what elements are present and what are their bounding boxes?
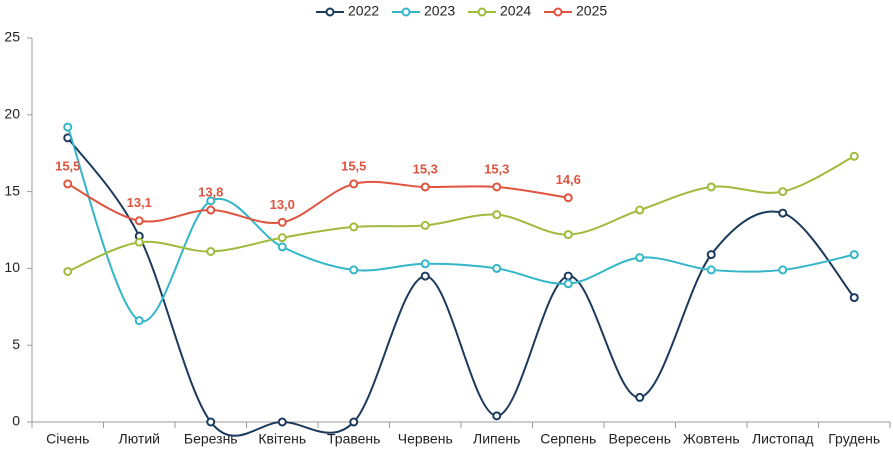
y-tick-label: 20 — [4, 106, 20, 122]
marker — [63, 122, 73, 132]
x-tick-label: Травень — [327, 431, 380, 447]
x-tick-label: Лютий — [119, 431, 160, 447]
data-label: 15,5 — [341, 158, 366, 173]
x-tick-label: Червень — [398, 431, 453, 447]
legend-label: 2023 — [424, 3, 455, 19]
marker — [420, 220, 430, 230]
x-tick-label: Жовтень — [683, 431, 740, 447]
data-label: 13,0 — [270, 197, 295, 212]
legend-marker — [401, 7, 411, 17]
marker — [778, 208, 788, 218]
y-tick-label: 0 — [12, 413, 20, 429]
marker — [635, 392, 645, 402]
data-label: 13,1 — [127, 195, 152, 210]
marker — [134, 237, 144, 247]
marker — [206, 247, 216, 257]
marker — [563, 279, 573, 289]
legend-marker — [553, 7, 563, 17]
y-tick-label: 5 — [12, 336, 20, 352]
x-tick-label: Вересень — [608, 431, 671, 447]
marker — [277, 217, 287, 227]
marker — [349, 179, 359, 189]
marker — [778, 265, 788, 275]
marker — [349, 222, 359, 232]
marker — [420, 182, 430, 192]
series-line — [66, 126, 855, 323]
series-line — [66, 137, 856, 437]
marker — [563, 193, 573, 203]
marker — [706, 250, 716, 260]
marker — [563, 230, 573, 240]
x-tick-label: Грудень — [828, 431, 880, 447]
data-label: 15,3 — [484, 161, 509, 176]
marker — [849, 250, 859, 260]
legend-label: 2024 — [500, 3, 531, 19]
x-tick-label: Серпень — [540, 431, 596, 447]
x-tick-label: Липень — [473, 431, 520, 447]
series-line — [67, 155, 855, 273]
legend-marker — [325, 7, 335, 17]
marker — [134, 216, 144, 226]
marker — [492, 411, 502, 421]
data-label: 14,6 — [556, 172, 581, 187]
marker — [635, 253, 645, 263]
x-tick-label: Квітень — [258, 431, 306, 447]
legend-label: 2025 — [576, 3, 607, 19]
marker — [778, 187, 788, 197]
marker — [849, 293, 859, 303]
marker — [206, 417, 216, 427]
marker — [134, 316, 144, 326]
legend-label: 2022 — [348, 3, 379, 19]
marker — [277, 417, 287, 427]
x-tick-label: Листопад — [752, 431, 814, 447]
marker — [849, 151, 859, 161]
marker — [492, 263, 502, 273]
marker — [349, 417, 359, 427]
x-tick-label: Січень — [46, 431, 89, 447]
x-tick-label: Березнь — [184, 431, 238, 447]
marker — [206, 205, 216, 215]
marker — [492, 182, 502, 192]
y-tick-label: 15 — [4, 182, 20, 198]
data-label: 13,8 — [198, 184, 223, 199]
data-label: 15,5 — [55, 158, 80, 173]
legend-marker — [477, 7, 487, 17]
y-tick-label: 10 — [4, 259, 20, 275]
marker — [349, 265, 359, 275]
marker — [206, 196, 216, 206]
marker — [635, 205, 645, 215]
marker — [563, 271, 573, 281]
marker — [420, 259, 430, 269]
marker — [492, 210, 502, 220]
marker — [277, 242, 287, 252]
y-tick-label: 25 — [4, 29, 20, 45]
marker — [706, 182, 716, 192]
marker — [706, 265, 716, 275]
marker — [277, 233, 287, 243]
marker — [63, 179, 73, 189]
data-label: 15,3 — [413, 161, 438, 176]
marker — [420, 271, 430, 281]
marker — [63, 266, 73, 276]
